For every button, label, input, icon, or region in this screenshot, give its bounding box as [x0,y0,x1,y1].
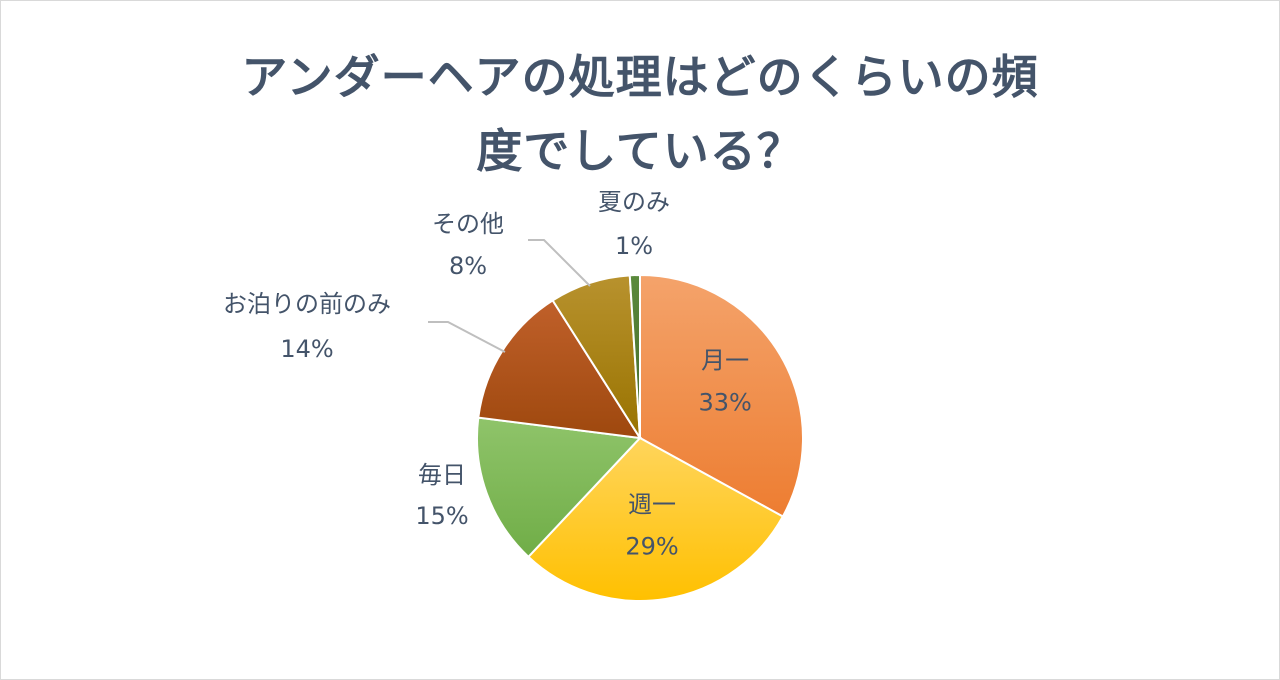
chart-title-line-1: アンダーヘアの処理はどのくらいの頻 [241,50,1039,104]
pie-slice-3 [476,416,643,559]
slice-percent-1: 33% [698,388,751,416]
slice-label-1: 月一 [701,346,749,374]
chart-title: アンダーヘアの処理はどのくらいの頻 度でしている？ [0,40,1280,188]
pie-slice-2 [527,436,785,602]
chart-title-line-2: 度でしている？ [476,124,804,178]
leader-line-5 [528,239,591,287]
slice-percent-3: 15% [415,502,468,530]
slice-label-5: その他 [432,210,504,238]
slice-percent-4: 14% [280,335,333,363]
slice-percent-2: 29% [625,533,678,561]
slice-label-4: お泊りの前のみ [223,290,391,318]
leader-line-4 [428,321,506,353]
slice-label-2: 週一 [628,491,676,519]
slice-percent-5: 8% [449,252,487,280]
pie-slice-1 [639,273,804,518]
slice-percent-6: 1% [615,232,653,260]
slice-label-6: 夏のみ [598,188,670,216]
pie-slice-6 [628,273,641,439]
slice-label-3: 毎日 [418,461,466,489]
